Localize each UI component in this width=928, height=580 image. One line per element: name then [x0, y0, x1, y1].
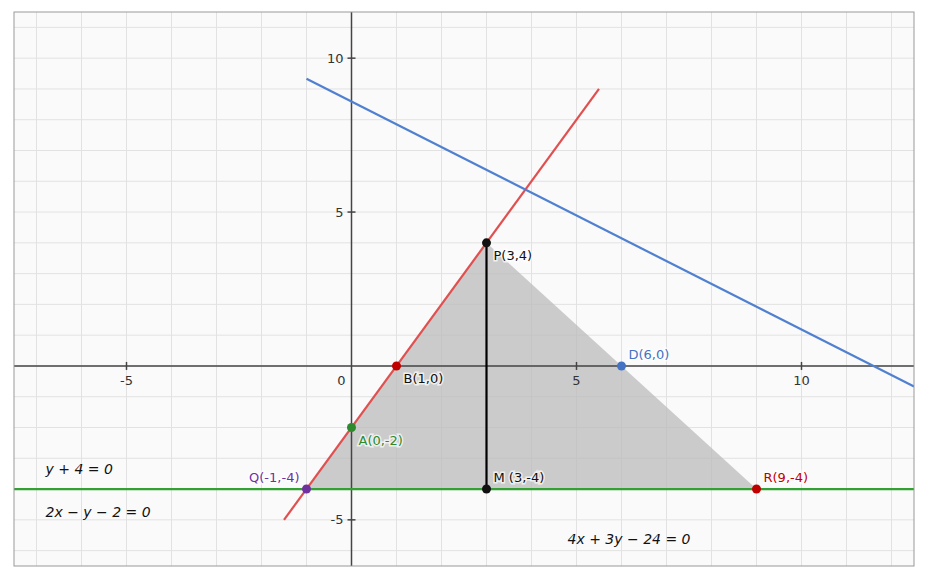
plot-frame: [14, 12, 914, 566]
grid-line-y: [14, 212, 914, 213]
grid-line-x: [351, 12, 352, 566]
x-axis-line: [14, 365, 914, 367]
grid-line-y: [14, 242, 914, 243]
x-tick-label: 10: [793, 373, 810, 388]
grid-line-x: [81, 12, 82, 566]
grid-line-x: [306, 12, 307, 566]
x-tick: [801, 362, 803, 370]
annotation: y + 4 = 0: [45, 461, 113, 477]
y-tick: [348, 211, 356, 213]
point: [347, 423, 356, 432]
grid-line-y: [14, 489, 914, 490]
series-line: [284, 89, 599, 520]
point: [482, 238, 491, 247]
grid-line-x: [126, 12, 127, 566]
y-axis-line: [351, 12, 353, 566]
x-tick: [126, 362, 128, 370]
annotation: 2x − y − 2 = 0: [46, 504, 151, 520]
grid-line-y: [14, 150, 914, 151]
origin-tick-label: 0: [337, 373, 345, 388]
grid: [14, 12, 914, 566]
point: [752, 485, 761, 494]
grid-line-x: [891, 12, 892, 566]
y-tick: [348, 519, 356, 521]
point-label: D(6,0): [629, 347, 670, 362]
point: [482, 485, 491, 494]
point: [392, 361, 401, 370]
x-tick-label: -5: [120, 373, 133, 388]
x-tick-label: 5: [572, 373, 580, 388]
texts: -5 5 10 10 5 -5 0 y + 4 = 0 2x − y − 2 = 0 4x + 3…: [45, 51, 810, 548]
point-label: M (3,-4): [494, 470, 545, 485]
plot-background: [14, 12, 914, 566]
series-line: [307, 79, 915, 387]
grid-line-x: [846, 12, 847, 566]
point: [302, 485, 311, 494]
plot-area: [14, 12, 914, 566]
grid-line-y: [14, 88, 914, 89]
series-line: [14, 488, 914, 490]
grid-line-y: [14, 27, 914, 28]
grid-line-x: [216, 12, 217, 566]
point-label: B(1,0): [404, 371, 444, 386]
y-tick-label: 5: [335, 205, 343, 220]
grid-line-x: [36, 12, 37, 566]
point-label: P(3,4): [494, 248, 533, 263]
grid-line-y: [14, 181, 914, 182]
grid-line-y: [14, 550, 914, 551]
point-label: Q(-1,-4): [249, 470, 299, 485]
grid-line-x: [486, 12, 487, 566]
grid-line-y: [14, 365, 914, 366]
point-label: A(0,-2): [359, 433, 403, 448]
y-tick-label: -5: [331, 512, 344, 527]
grid-line-x: [756, 12, 757, 566]
chart: -5 5 10 10 5 -5 0 y + 4 = 0 2x − y − 2 = 0 4x + 3…: [0, 0, 928, 580]
annotation: 4x + 3y − 24 = 0: [568, 531, 691, 547]
y-tick-label: 10: [327, 51, 344, 66]
grid-line-y: [14, 119, 914, 120]
grid-line-x: [171, 12, 172, 566]
x-tick: [576, 362, 578, 370]
y-tick: [348, 57, 356, 59]
point-label: R(9,-4): [764, 470, 809, 485]
point: [617, 361, 626, 370]
grid-line-y: [14, 58, 914, 59]
series-line: [485, 243, 487, 489]
